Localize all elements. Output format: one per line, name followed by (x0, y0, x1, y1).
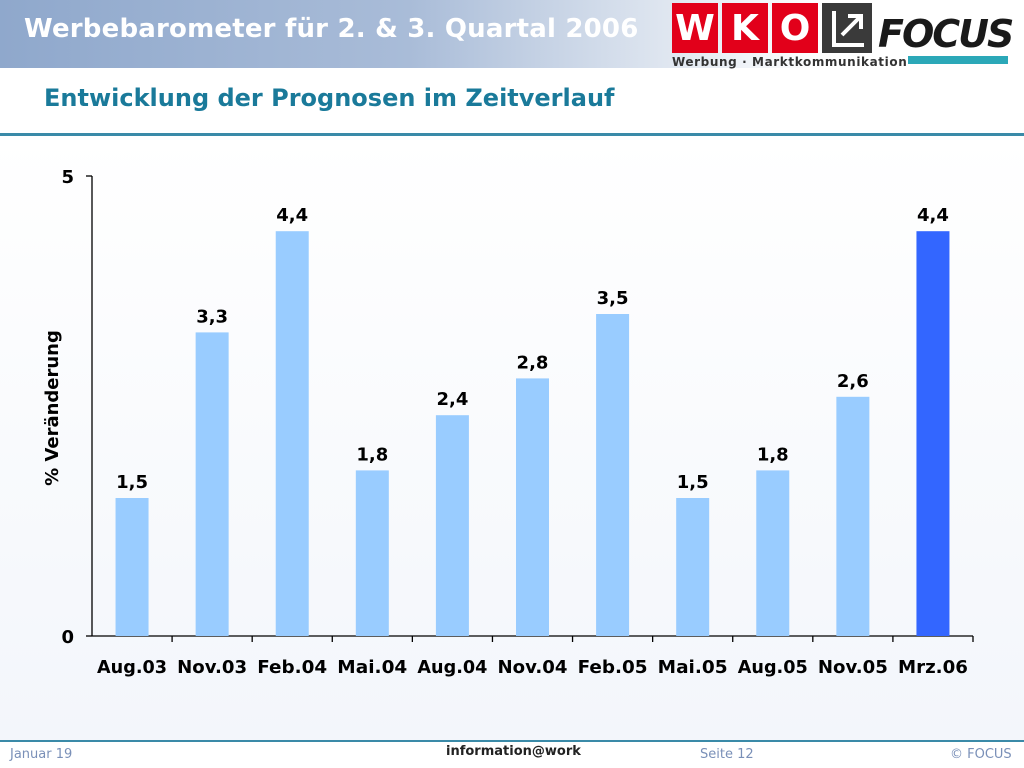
footer-date: Januar 19 (10, 747, 73, 762)
bar-value-label: 2,8 (517, 352, 549, 373)
y-tick-label: 0 (61, 627, 74, 648)
bar-nov-03 (195, 332, 229, 636)
page-title: Entwicklung der Prognosen im Zeitverlauf (44, 84, 615, 112)
bar-nov-04 (516, 378, 549, 636)
x-category-label: Nov.04 (498, 657, 568, 678)
footer-center-label: information@work (446, 744, 581, 759)
x-category-label: Aug.03 (97, 657, 167, 678)
wko-tagline: Werbung · Marktkommunikation (672, 55, 908, 69)
x-category-label: Feb.05 (578, 657, 648, 678)
x-category-label: Nov.03 (177, 657, 247, 678)
bar-aug-03 (115, 498, 149, 636)
x-category-label: Aug.04 (417, 657, 487, 678)
x-category-label: Mai.04 (337, 657, 407, 678)
x-category-label: Nov.05 (818, 657, 888, 678)
x-category-label: Feb.04 (257, 657, 327, 678)
bar-feb-05 (596, 314, 630, 636)
bar-mrz-06 (916, 231, 950, 636)
chart-panel: 0 5 % Veränderung 1,5 Aug.03 3,3 Nov.03 4,4 Feb.… (0, 136, 1024, 740)
x-category-label: Mai.05 (658, 657, 728, 678)
focus-logo: FOCUS (878, 8, 1014, 70)
bar-value-label: 4,4 (917, 205, 949, 226)
bar-value-label: 1,8 (757, 444, 789, 465)
header-title: Werbebarometer für 2. & 3. Quartal 2006 (24, 14, 639, 44)
bar-feb-04 (275, 231, 309, 636)
x-category-label: Mrz.06 (898, 657, 968, 678)
bar-value-label: 2,4 (436, 389, 468, 410)
y-tick-label: 5 (61, 167, 74, 188)
bar-value-label: 1,5 (677, 472, 709, 493)
bar-nov-05 (836, 396, 870, 636)
footer-copyright: © FOCUS (950, 747, 1012, 762)
title-divider (0, 133, 1024, 136)
bar-mai-04 (355, 470, 389, 636)
wko-letter-k: K (722, 3, 768, 53)
bar-value-label: 4,4 (276, 205, 308, 226)
footer-divider (0, 740, 1024, 742)
bar-chart: 0 5 % Veränderung 1,5 Aug.03 3,3 Nov.03 4,4 Feb.… (42, 167, 974, 678)
x-category-label: Aug.05 (738, 657, 808, 678)
arrow-icon (822, 3, 872, 53)
bar-aug-04 (435, 415, 469, 636)
wko-letter-o: O (772, 3, 818, 53)
bar-value-label: 3,5 (597, 288, 629, 309)
focus-logo-bar (908, 56, 1008, 64)
focus-logo-text: FOCUS (878, 12, 1014, 56)
wko-letter-w: W (672, 3, 718, 53)
bar-value-label: 2,6 (837, 371, 869, 392)
bar-value-label: 1,5 (116, 472, 148, 493)
bar-value-label: 1,8 (356, 444, 388, 465)
bar-value-label: 3,3 (196, 306, 228, 327)
wko-logo: W K O Werbung · Marktkommunikation (672, 3, 907, 69)
bar-mai-05 (676, 498, 710, 636)
y-axis-label: % Veränderung (42, 330, 63, 486)
footer-page-number: Seite 12 (700, 747, 754, 762)
bar-aug-05 (756, 470, 790, 636)
